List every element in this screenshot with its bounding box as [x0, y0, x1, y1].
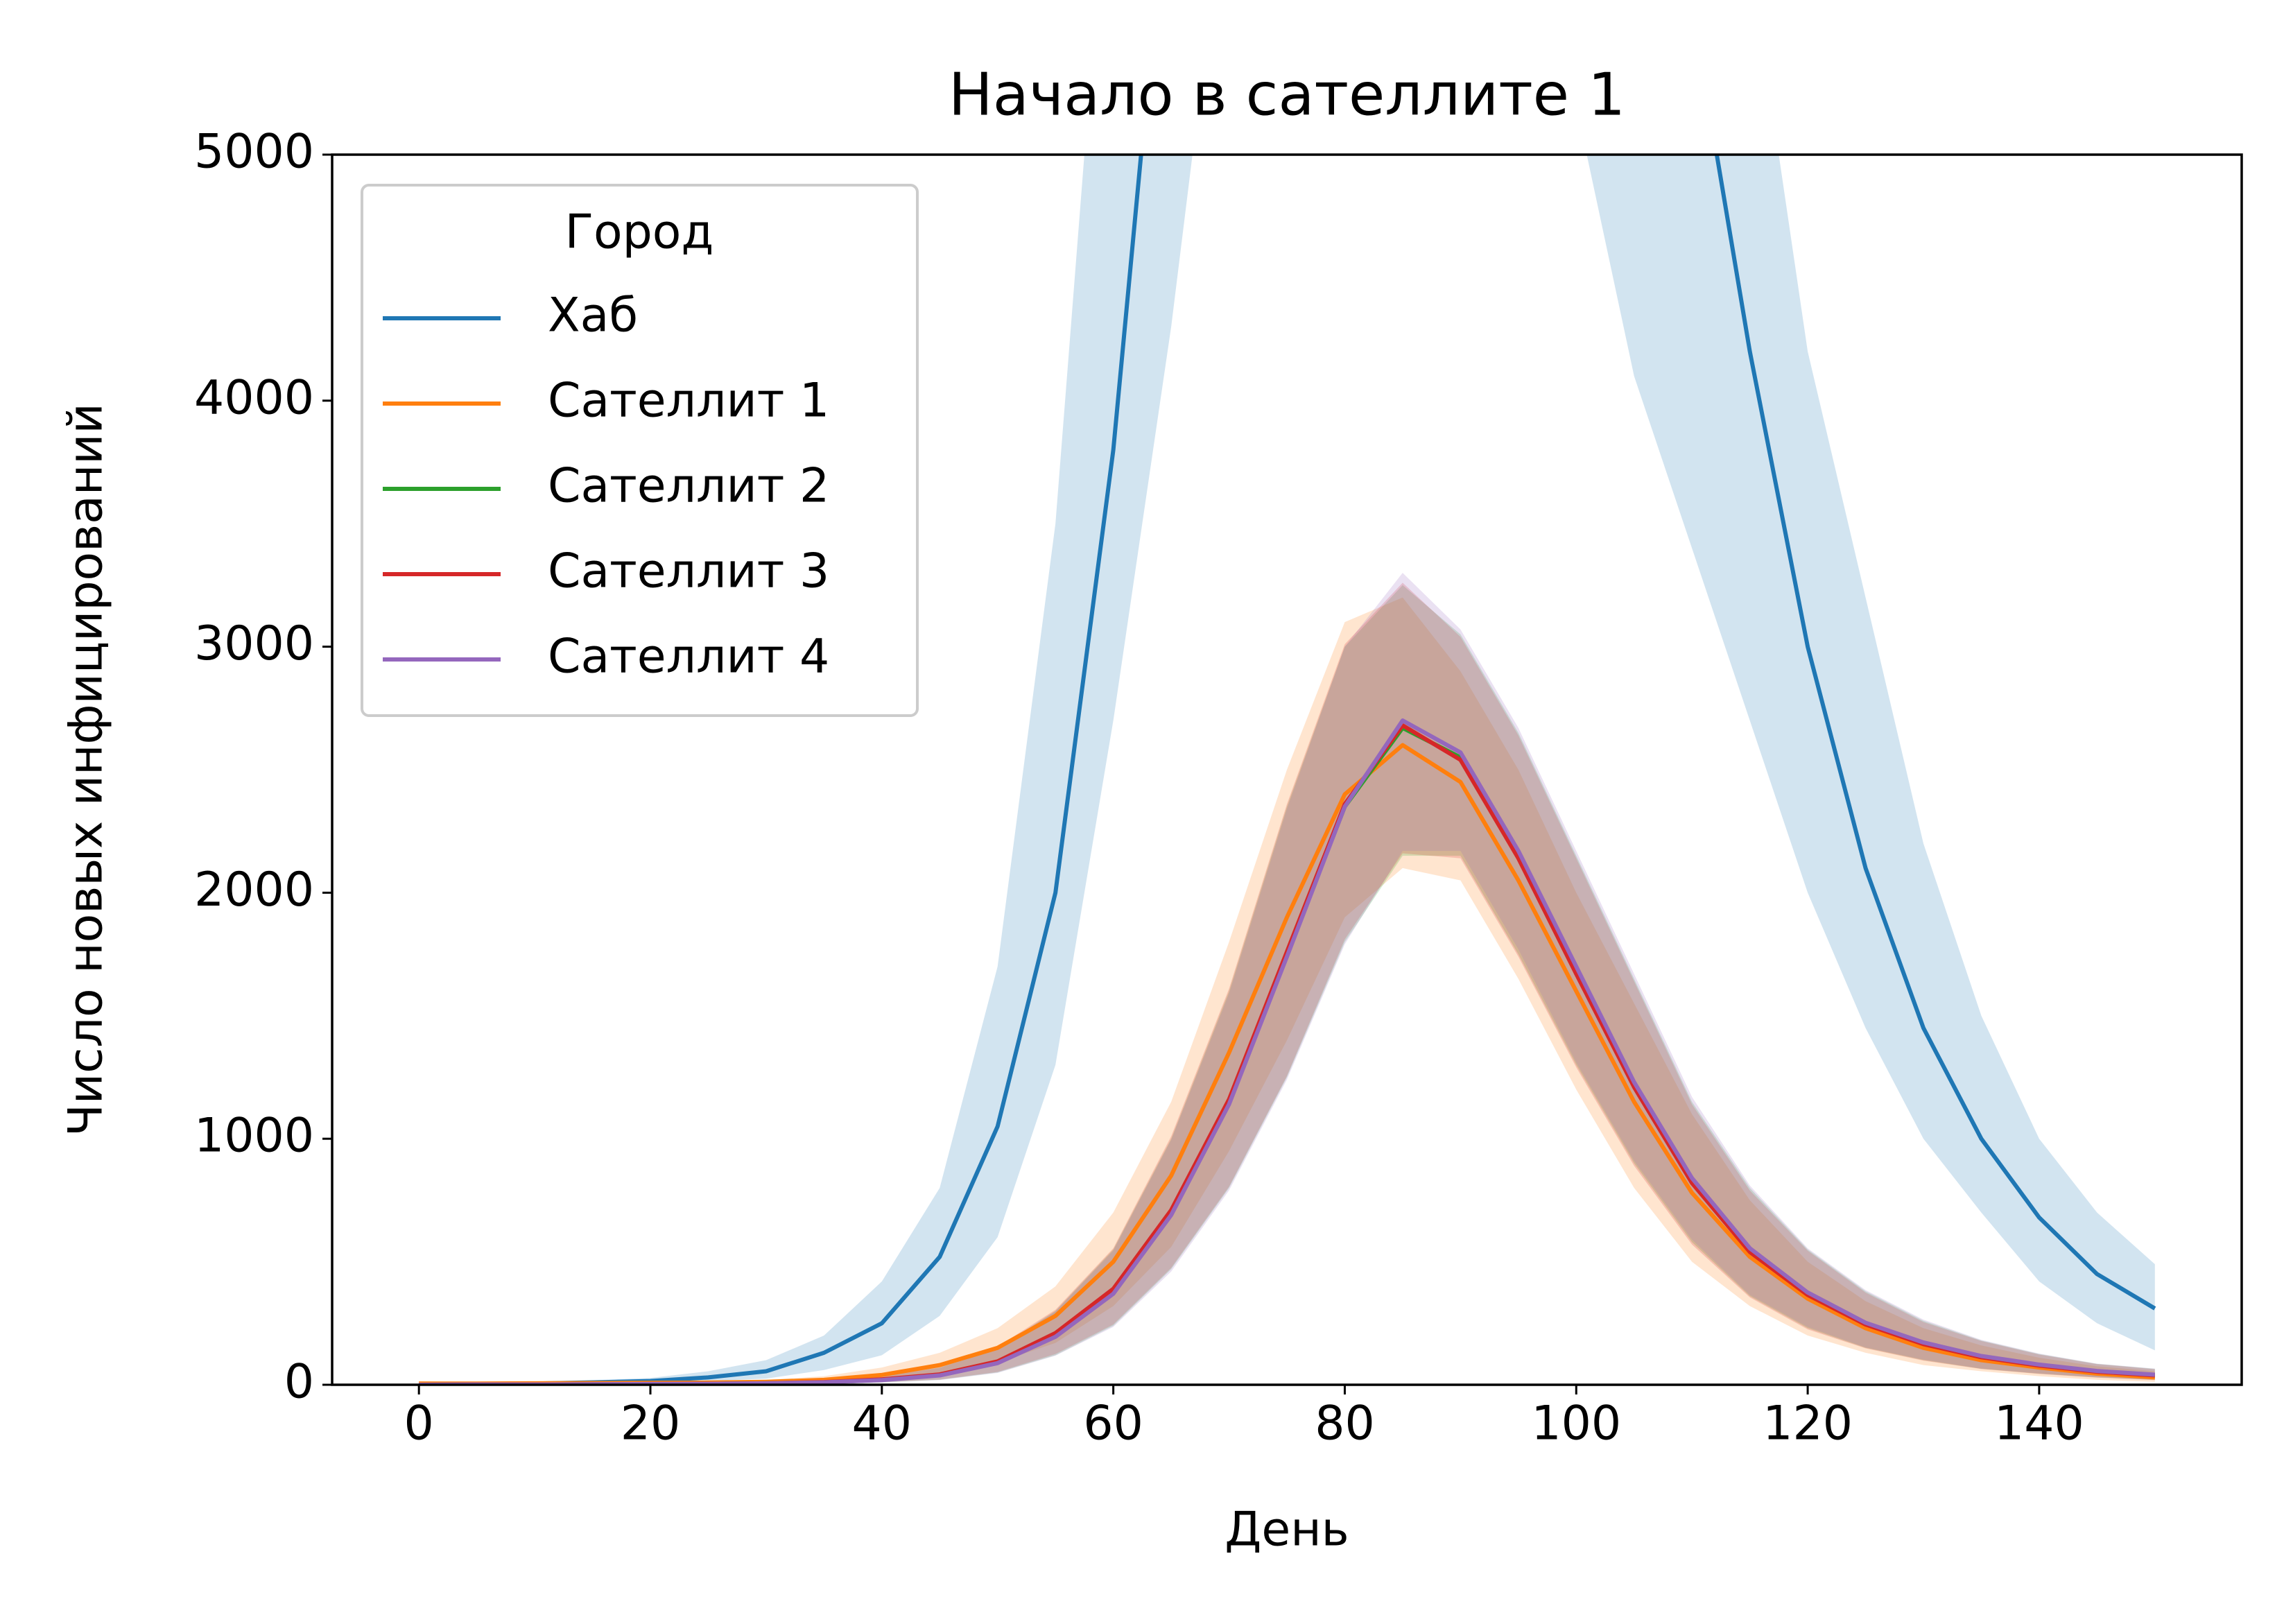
y-tick-label: 5000 [194, 125, 314, 180]
legend-label: Сателлит 2 [548, 459, 829, 514]
axes-frame [331, 153, 2243, 1386]
confidence-band [419, 582, 2155, 1385]
legend-box [361, 184, 919, 717]
x-tick-label: 40 [852, 1397, 912, 1451]
y-tick-label: 4000 [194, 370, 314, 425]
x-tick-label: 60 [1083, 1397, 1143, 1451]
legend-title: Город [565, 205, 714, 260]
confidence-band [419, 585, 2155, 1385]
confidence-band [419, 597, 2155, 1385]
y-tick-label: 0 [284, 1355, 314, 1410]
x-tick-label: 0 [404, 1397, 434, 1451]
y-tick-label: 3000 [194, 616, 314, 671]
chart-title: Начало в сателлите 1 [949, 60, 1625, 129]
x-tick-label: 120 [1763, 1397, 1853, 1451]
confidence-band [419, 573, 2155, 1385]
plot-area [419, 155, 2156, 1385]
legend-label: Хаб [548, 288, 638, 343]
x-tick-label: 140 [1994, 1397, 2084, 1451]
x-tick-label: 100 [1531, 1397, 1621, 1451]
legend-label: Сателлит 1 [548, 374, 829, 429]
legend-label: Сателлит 3 [548, 544, 829, 599]
y-tick-label: 1000 [194, 1109, 314, 1164]
legend: Город Хаб Сателлит 1 Сателлит 2 Сателлит 3 Са… [361, 184, 919, 717]
y-axis-label: Число новых инфицирований [59, 403, 114, 1136]
y-tick-label: 2000 [194, 863, 314, 917]
x-axis-label: День [1225, 1503, 1349, 1557]
legend-label: Сателлит 4 [548, 630, 829, 684]
x-tick-label: 20 [621, 1397, 681, 1451]
confidence-band [419, 155, 2155, 1385]
x-tick-label: 80 [1315, 1397, 1375, 1451]
series-line [419, 155, 2156, 1385]
